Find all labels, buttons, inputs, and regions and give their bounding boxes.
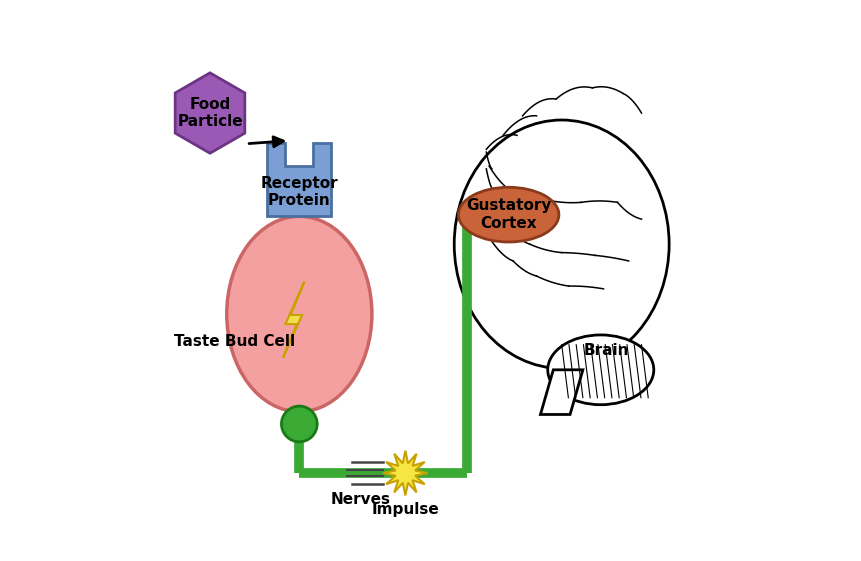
- Text: Gustatory
Cortex: Gustatory Cortex: [466, 199, 551, 231]
- Text: Brain: Brain: [584, 343, 629, 358]
- Text: Nerves: Nerves: [331, 492, 391, 507]
- Ellipse shape: [458, 187, 559, 242]
- Ellipse shape: [226, 217, 372, 412]
- Text: Impulse: Impulse: [371, 502, 439, 517]
- Ellipse shape: [548, 335, 653, 404]
- Polygon shape: [267, 144, 331, 217]
- Polygon shape: [541, 370, 583, 415]
- Polygon shape: [175, 73, 245, 153]
- Polygon shape: [383, 450, 428, 495]
- Polygon shape: [283, 282, 305, 357]
- Text: Food
Particle: Food Particle: [177, 97, 243, 129]
- Ellipse shape: [455, 120, 669, 369]
- Text: Taste Bud Cell: Taste Bud Cell: [174, 334, 294, 350]
- Circle shape: [282, 406, 317, 442]
- Text: Receptor
Protein: Receptor Protein: [261, 176, 338, 208]
